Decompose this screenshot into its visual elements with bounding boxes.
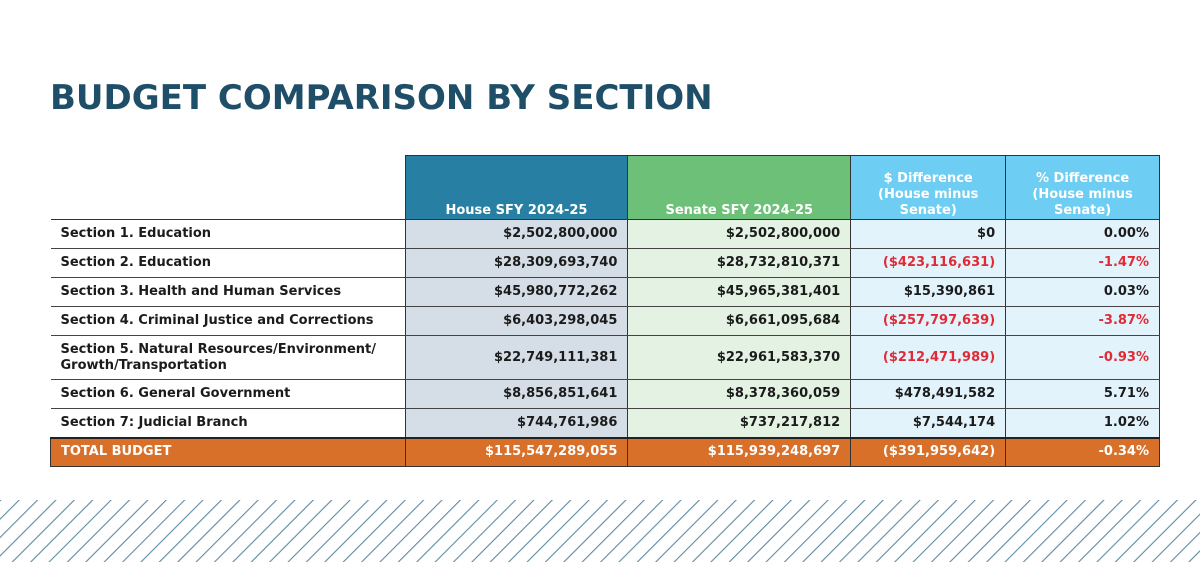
table-row: Section 6. General Government $8,856,851… <box>50 379 1160 409</box>
section-label: Section 1. Education <box>50 219 406 249</box>
total-house-value: $115,547,289,055 <box>405 436 629 467</box>
total-senate-value: $115,939,248,697 <box>627 436 852 467</box>
senate-value: $2,502,800,000 <box>627 219 852 249</box>
header-senate: Senate SFY 2024-25 <box>627 155 852 220</box>
percent-difference: 0.03% <box>1005 277 1160 307</box>
percent-difference: -0.93% <box>1005 335 1160 380</box>
house-value: $744,761,986 <box>405 408 629 438</box>
dollar-difference: $7,544,174 <box>850 408 1007 438</box>
header-dollar-difference: $ Difference (House minus Senate) <box>850 155 1007 220</box>
total-dollar-difference: ($391,959,642) <box>850 436 1007 467</box>
percent-difference: 5.71% <box>1005 379 1160 409</box>
table-row: Section 2. Education $28,309,693,740 $28… <box>50 248 1160 278</box>
senate-value: $22,961,583,370 <box>627 335 852 380</box>
header-house: House SFY 2024-25 <box>404 155 629 220</box>
dollar-difference: ($212,471,989) <box>850 335 1007 380</box>
senate-value: $6,661,095,684 <box>627 306 852 336</box>
dollar-difference: $15,390,861 <box>850 277 1007 307</box>
section-label: Section 6. General Government <box>50 379 406 409</box>
percent-difference: 0.00% <box>1005 219 1160 249</box>
dollar-difference: ($423,116,631) <box>850 248 1007 278</box>
senate-value: $8,378,360,059 <box>627 379 852 409</box>
senate-value: $45,965,381,401 <box>627 277 852 307</box>
section-label: Section 2. Education <box>50 248 406 278</box>
total-row: TOTAL BUDGET $115,547,289,055 $115,939,2… <box>50 436 1160 467</box>
house-value: $8,856,851,641 <box>405 379 629 409</box>
header-percent-difference: % Difference (House minus Senate) <box>1005 155 1160 220</box>
house-value: $45,980,772,262 <box>405 277 629 307</box>
budget-comparison-table: House SFY 2024-25 Senate SFY 2024-25 $ D… <box>50 155 1160 467</box>
page-title: BUDGET COMPARISON BY SECTION <box>50 78 713 118</box>
table-row: Section 1. Education $2,502,800,000 $2,5… <box>50 219 1160 249</box>
section-label: Section 4. Criminal Justice and Correcti… <box>50 306 406 336</box>
house-value: $6,403,298,045 <box>405 306 629 336</box>
house-value: $2,502,800,000 <box>405 219 629 249</box>
house-value: $28,309,693,740 <box>405 248 629 278</box>
senate-value: $737,217,812 <box>627 408 852 438</box>
percent-difference: 1.02% <box>1005 408 1160 438</box>
percent-difference: -1.47% <box>1005 248 1160 278</box>
total-percent-difference: -0.34% <box>1005 436 1160 467</box>
diagonal-hatch-decoration <box>0 500 1200 562</box>
dollar-difference: $0 <box>850 219 1007 249</box>
house-value: $22,749,111,381 <box>405 335 629 380</box>
dollar-difference: $478,491,582 <box>850 379 1007 409</box>
header-row: House SFY 2024-25 Senate SFY 2024-25 $ D… <box>50 155 1160 220</box>
section-label: Section 7: Judicial Branch <box>50 408 406 438</box>
header-label <box>50 155 406 220</box>
section-label: Section 5. Natural Resources/Environment… <box>50 335 406 380</box>
section-label: Section 3. Health and Human Services <box>50 277 406 307</box>
percent-difference: -3.87% <box>1005 306 1160 336</box>
table-row: Section 7: Judicial Branch $744,761,986 … <box>50 408 1160 438</box>
dollar-difference: ($257,797,639) <box>850 306 1007 336</box>
table-row: Section 4. Criminal Justice and Correcti… <box>50 306 1160 336</box>
table-row: Section 3. Health and Human Services $45… <box>50 277 1160 307</box>
total-label: TOTAL BUDGET <box>50 436 406 467</box>
table-row: Section 5. Natural Resources/Environment… <box>50 335 1160 380</box>
senate-value: $28,732,810,371 <box>627 248 852 278</box>
